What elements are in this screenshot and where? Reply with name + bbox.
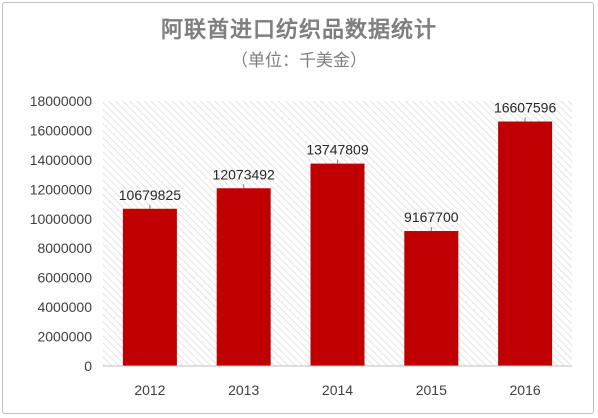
x-tick-label: 2015 [416, 382, 447, 398]
data-label: 16607596 [494, 99, 557, 115]
y-tick-label: 18000000 [30, 93, 93, 109]
y-tick-label: 16000000 [30, 122, 93, 138]
chart-title: 阿联酋进口纺织品数据统计 [160, 18, 437, 43]
bar [122, 208, 177, 366]
y-tick-label: 2000000 [37, 329, 92, 345]
y-tick-label: 4000000 [37, 299, 92, 315]
data-label: 13747809 [306, 142, 369, 158]
y-tick-label: 8000000 [37, 240, 92, 256]
labels-group: 0 2000000 4000000 6000000 8000000 10000000 120… [30, 93, 572, 398]
bar [404, 231, 459, 366]
chart-subtitle: （单位：千美金） [231, 51, 367, 71]
bar [498, 121, 553, 366]
data-label: 10679825 [119, 187, 182, 203]
x-tick-label: 2012 [134, 382, 165, 398]
y-tick-label: 14000000 [30, 152, 93, 168]
y-tick-label: 0 [84, 358, 92, 374]
x-tick-label: 2014 [322, 382, 353, 398]
bar [216, 188, 271, 366]
x-tick-label: 2016 [510, 382, 541, 398]
y-tick-label: 10000000 [30, 211, 93, 227]
y-tick-label: 12000000 [30, 181, 93, 197]
y-tick-label: 6000000 [37, 270, 92, 286]
data-label: 9167700 [404, 209, 459, 225]
bars-group [122, 121, 553, 366]
bar [310, 163, 365, 366]
x-tick-label: 2013 [228, 382, 259, 398]
data-label: 12073492 [213, 166, 276, 182]
